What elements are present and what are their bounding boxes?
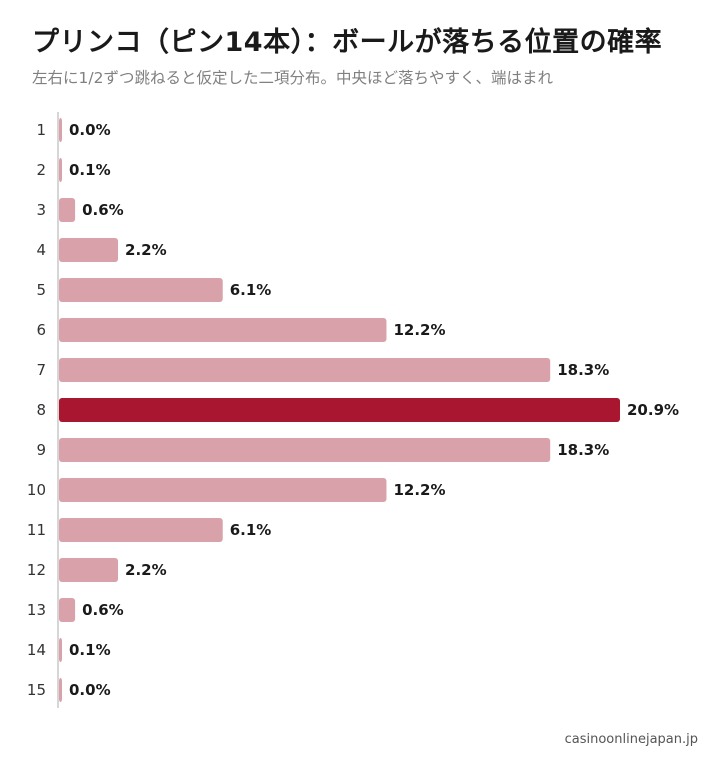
bars-group: 1 0.0% 2 0.1% 3 0.6% 4 2.2% 5 6.1% 6 12.2% 7 18.3% 8 20… (27, 118, 679, 702)
bar-highlight (59, 398, 620, 422)
category-label: 9 (36, 441, 46, 459)
category-label: 7 (36, 361, 46, 379)
value-label: 0.6% (82, 601, 124, 619)
bar (59, 518, 223, 542)
category-label: 6 (36, 321, 46, 339)
bar (59, 478, 387, 502)
bar (59, 318, 387, 342)
chart-title: プリンコ（ピン14本）：ボールが落ちる位置の確率 (32, 27, 663, 58)
category-label: 4 (36, 241, 46, 259)
category-label: 11 (27, 521, 46, 539)
value-label: 0.1% (69, 161, 111, 179)
value-label: 0.0% (69, 121, 111, 139)
bar (59, 198, 76, 222)
value-label: 18.3% (557, 441, 609, 459)
category-label: 5 (36, 281, 46, 299)
value-label: 6.1% (230, 281, 272, 299)
value-label: 0.0% (69, 681, 111, 699)
bar-chart: 1 0.0% 2 0.1% 3 0.6% 4 2.2% 5 6.1% 6 12.2% 7 18.3% 8 20… (27, 112, 679, 708)
bar (59, 358, 551, 382)
bar (59, 118, 62, 142)
value-label: 6.1% (230, 521, 272, 539)
bar (59, 438, 551, 462)
bar (59, 678, 62, 702)
bar (59, 238, 119, 262)
category-label: 2 (36, 161, 46, 179)
bar (59, 598, 76, 622)
source-credit: casinoonlinejapan.jp (564, 732, 698, 747)
value-label: 12.2% (393, 481, 445, 499)
value-label: 0.6% (82, 201, 124, 219)
category-label: 10 (27, 481, 46, 499)
category-label: 15 (27, 681, 46, 699)
bar (59, 558, 119, 582)
category-label: 13 (27, 601, 46, 619)
bar (59, 278, 223, 302)
value-label: 12.2% (393, 321, 445, 339)
value-label: 2.2% (125, 241, 167, 259)
category-label: 14 (27, 641, 46, 659)
category-label: 3 (36, 201, 46, 219)
value-label: 18.3% (557, 361, 609, 379)
value-label: 0.1% (69, 641, 111, 659)
chart-subtitle: 左右に1/2ずつ跳ねると仮定した二項分布。中央ほど落ちやすく、端はまれ (32, 69, 553, 87)
category-label: 8 (36, 401, 46, 419)
bar (59, 158, 62, 182)
bar (59, 638, 62, 662)
category-label: 1 (36, 121, 46, 139)
value-label: 2.2% (125, 561, 167, 579)
value-label: 20.9% (627, 401, 679, 419)
category-label: 12 (27, 561, 46, 579)
